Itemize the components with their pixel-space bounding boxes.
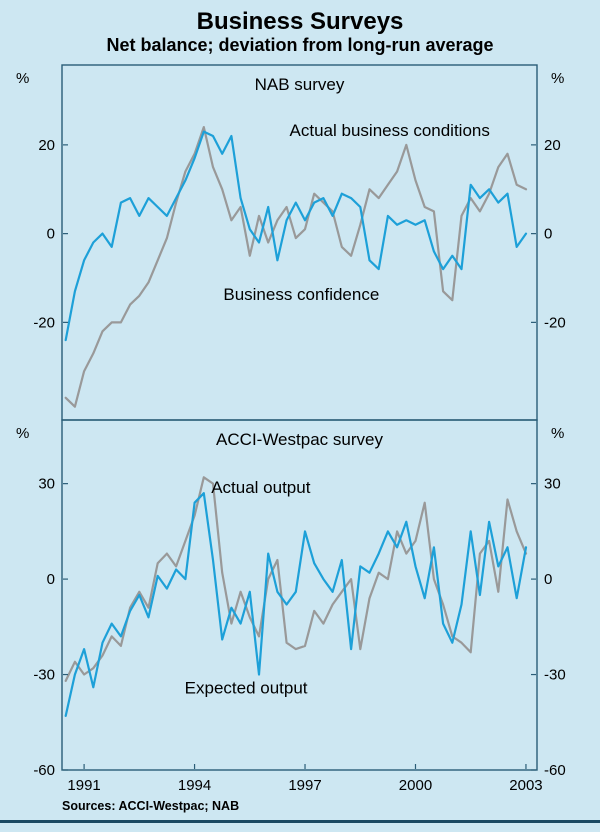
x-tick-label: 1991 (67, 777, 100, 794)
x-tick-label: 1997 (288, 777, 321, 794)
series-line-expected-output (64, 492, 528, 718)
series-line-actual-business-conditions (64, 130, 528, 342)
panel-frame (61, 64, 538, 421)
y-axis-unit-left: % (16, 70, 29, 87)
y-tick-label-right: 20 (544, 137, 561, 154)
y-tick-label-left: 30 (38, 476, 55, 493)
y-tick-label-right: -20 (544, 314, 566, 331)
series-line-actual-output (64, 476, 528, 683)
y-axis-unit-right: % (551, 70, 564, 87)
series-annotation: Actual business conditions (290, 121, 490, 140)
y-tick-label-left: 20 (38, 137, 55, 154)
y-tick-label-right: 30 (544, 476, 561, 493)
y-tick-label-right: -30 (544, 667, 566, 684)
footer-rule (0, 820, 600, 823)
y-tick-label-left: -30 (33, 667, 55, 684)
source-note: Sources: ACCI-Westpac; NAB (62, 799, 240, 813)
y-tick-label-right: 0 (544, 571, 552, 588)
y-tick-label-right: -60 (544, 762, 566, 779)
x-tick-label: 1994 (178, 777, 211, 794)
series-line-business-confidence (64, 125, 528, 408)
chart-title: Business Surveys (196, 8, 404, 35)
series-annotation: Expected output (185, 679, 308, 698)
chart-subtitle: Net balance; deviation from long-run ave… (106, 35, 494, 55)
y-axis-unit-right: % (551, 425, 564, 442)
x-tick-label: 2003 (509, 777, 542, 794)
y-tick-label-left: 0 (47, 571, 55, 588)
panel-frame (61, 419, 538, 771)
x-tick-label: 2000 (399, 777, 432, 794)
series-annotation: Business confidence (223, 285, 379, 304)
series-annotation: Actual output (211, 478, 311, 497)
y-tick-label-left: -20 (33, 314, 55, 331)
y-tick-label-left: 0 (47, 226, 55, 243)
panel-label: NAB survey (255, 75, 345, 94)
y-tick-label-left: -60 (33, 762, 55, 779)
y-tick-label-right: 0 (544, 226, 552, 243)
panel-label: ACCI-Westpac survey (216, 430, 383, 449)
y-axis-unit-left: % (16, 425, 29, 442)
